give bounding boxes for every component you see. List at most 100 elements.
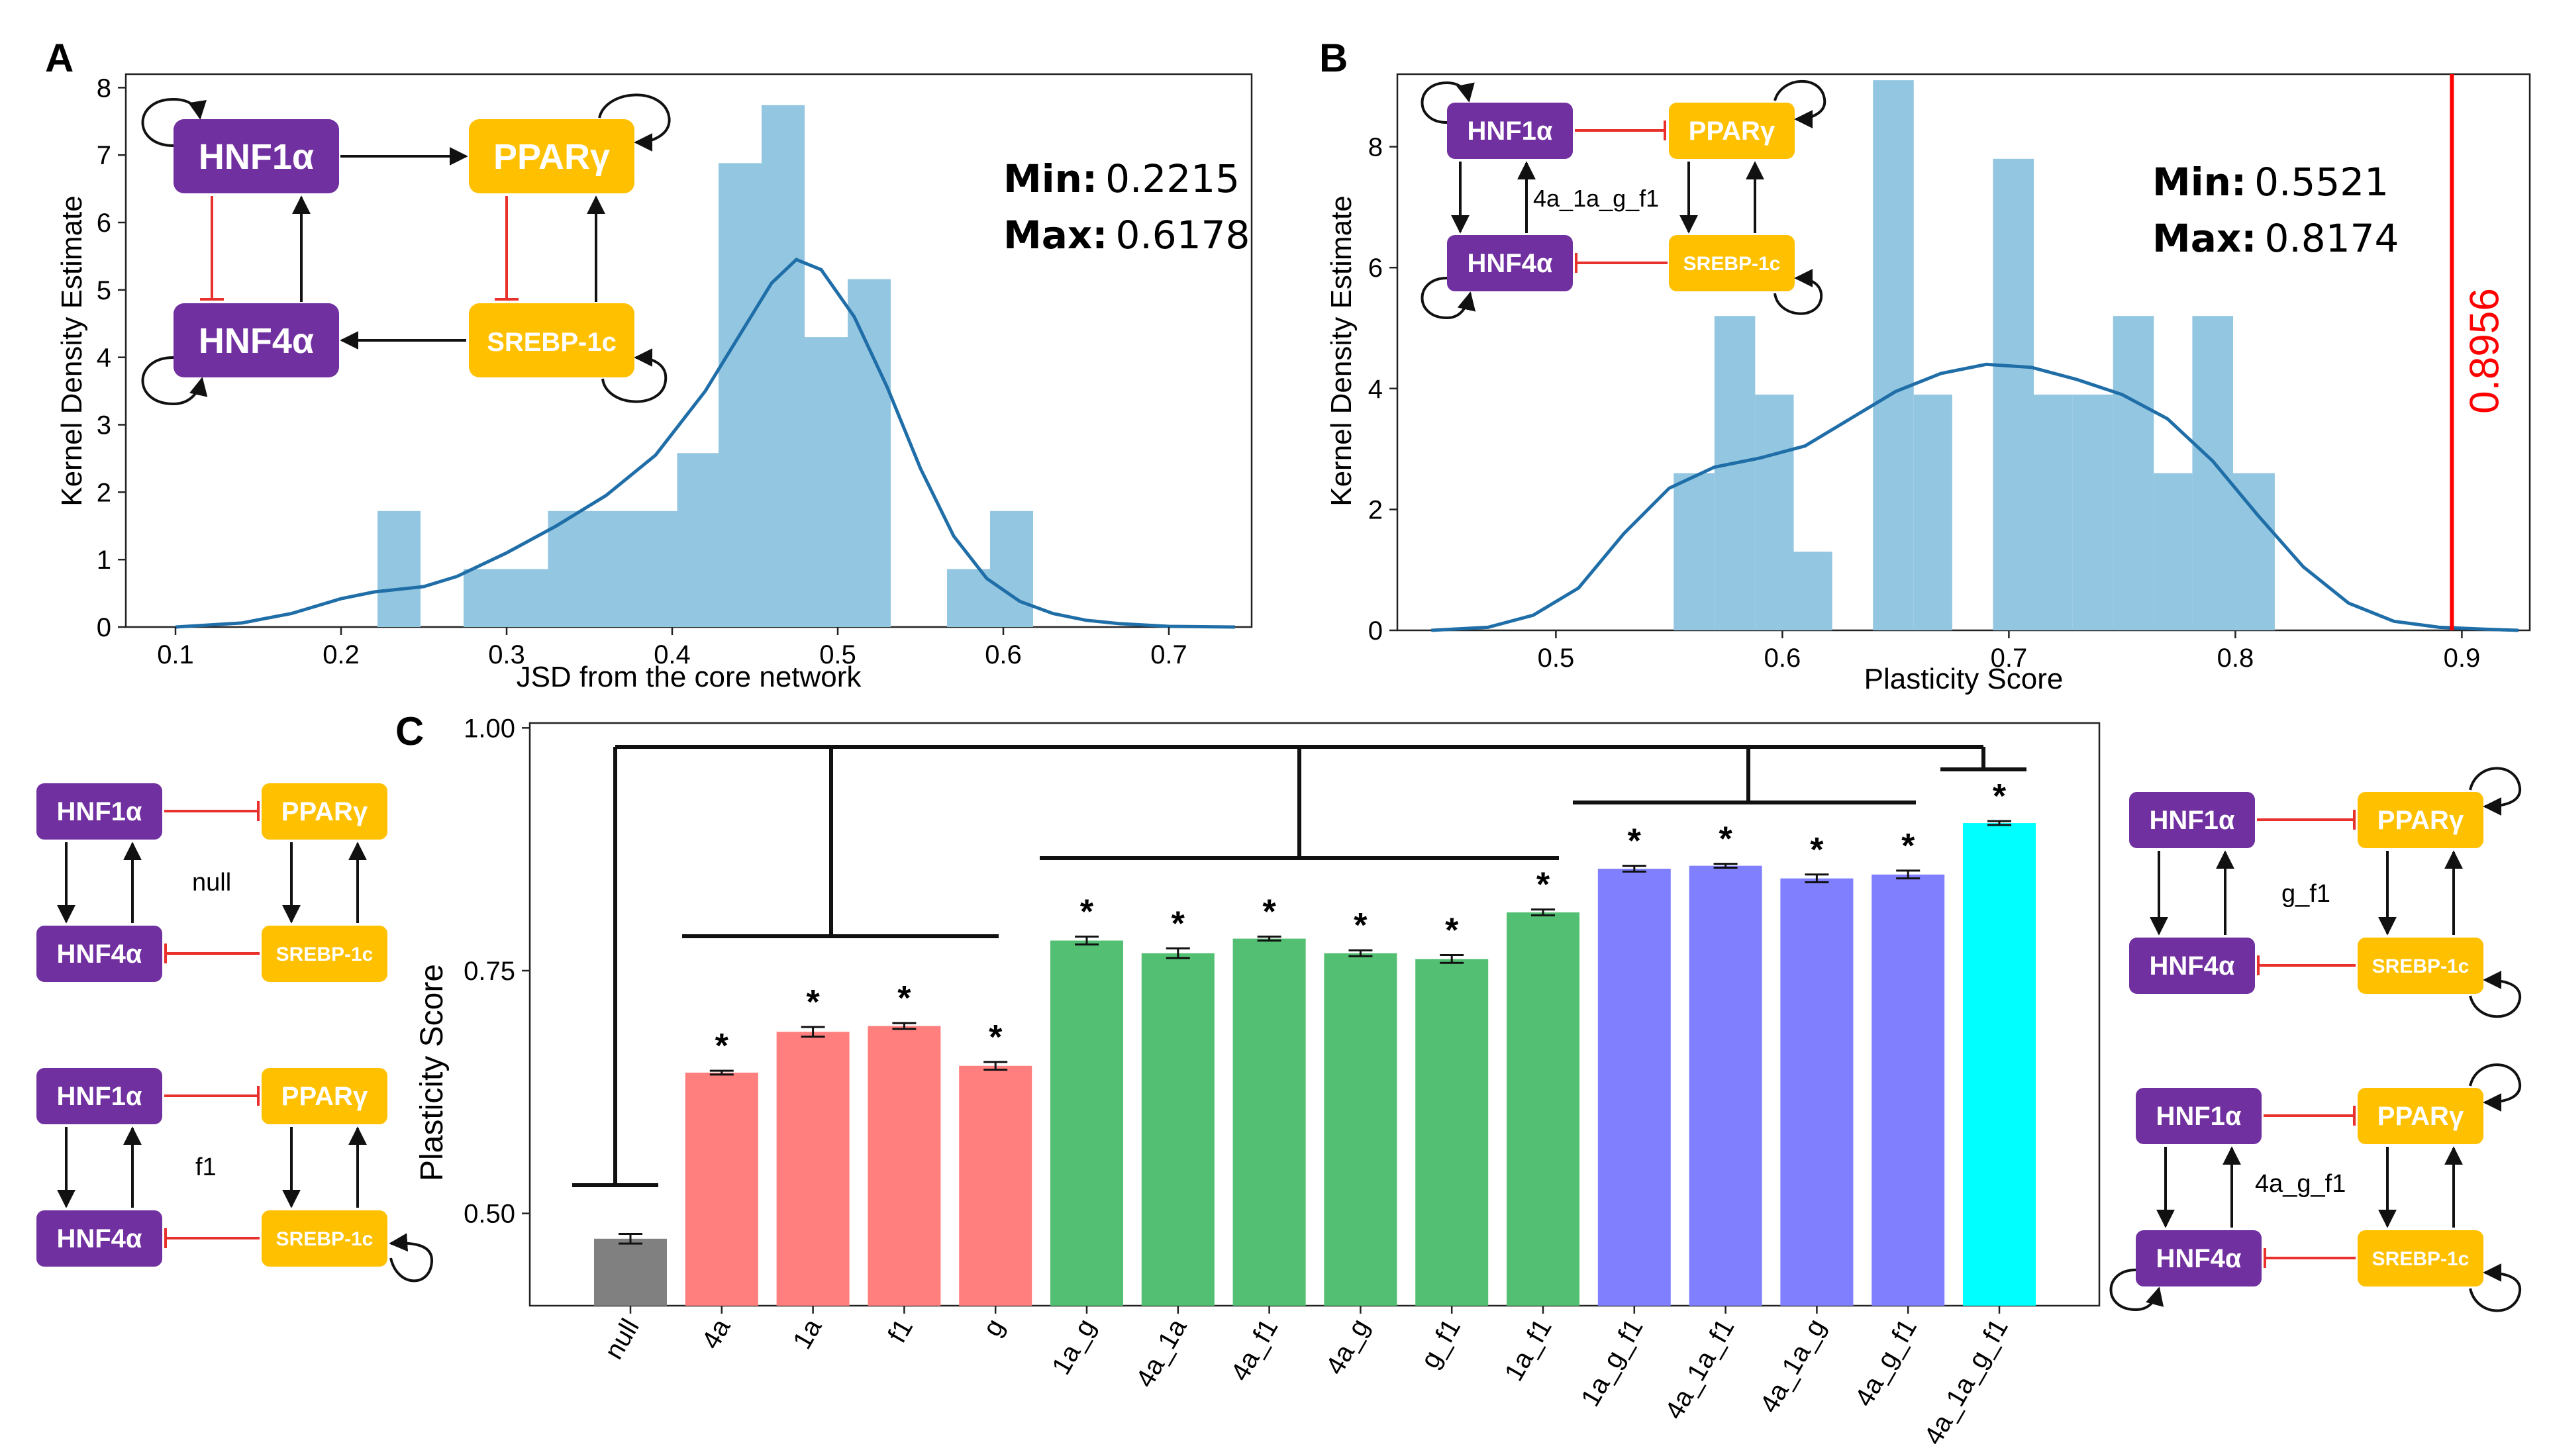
panel-a: A 0.1 0.2 0.3 0.4 0.5 0.6 0.7 0 1 2 3 4 5 6 7 8 JSD fr… — [45, 36, 1253, 693]
node-label-srebp-b: SREBP-1c — [1683, 253, 1781, 275]
node-label-hnf1a-4agf1: HNF1α — [2156, 1102, 2241, 1131]
x-tick-label-b-0: 0.5 — [1538, 644, 1575, 673]
x-tick-label-f1: f1 — [882, 1314, 919, 1348]
y-axis-ticks-b: 0 2 4 6 8 — [1368, 133, 1397, 646]
bracket-double — [1040, 747, 1559, 860]
x-axis-ticks-c: null 4a 1a f1 g 1a_g 4a_1a 4a_f1 4a_g g_f1 1a_f1 1a… — [599, 1306, 2014, 1450]
bar-4a_f1 — [1232, 938, 1306, 1306]
error-bar-4a_g — [1348, 949, 1373, 957]
x-tick-label-4a_f1: 4a_f1 — [1225, 1314, 1283, 1386]
bar-1a_f1 — [1507, 912, 1579, 1306]
node-ppar-a — [469, 119, 634, 193]
x-tick-label-a-0: 0.1 — [157, 640, 194, 669]
stat-max-value-a: 0.6178 — [1115, 213, 1250, 258]
hist-bin-b-4 — [1873, 80, 1914, 630]
hist-bin-a-4 — [591, 510, 634, 627]
bar-g — [959, 1065, 1032, 1306]
bar-4a_1a_f1 — [1689, 865, 1762, 1306]
x-tick-label-a-1: 0.2 — [323, 640, 360, 669]
hist-bin-a-5 — [634, 510, 677, 627]
sig-star-1a_g: * — [1080, 893, 1094, 932]
x-tick-label-b-2: 0.7 — [1991, 644, 2028, 673]
x-tick-label-4a_1a_g_f1: 4a_1a_g_f1 — [1919, 1314, 2014, 1450]
y-axis-label-a: Kernel Density Estimate — [56, 195, 88, 507]
y-axis-ticks-c: 0.50 0.75 1.00 — [464, 714, 530, 1229]
hist-bin-a-9 — [805, 337, 848, 627]
panel-label-b: B — [1319, 36, 1348, 80]
x-axis-label-b: Plasticity Score — [1864, 663, 2064, 695]
y-tick-label-a-8: 8 — [97, 73, 111, 103]
node-label-ppar-a: PPARγ — [493, 137, 610, 177]
bar-4a_g — [1324, 953, 1397, 1306]
self-loop-ppar-a — [598, 93, 671, 152]
x-tick-label-4a: 4a — [696, 1314, 736, 1354]
hist-bin-a-0 — [377, 510, 421, 627]
y-tick-label-a-2: 2 — [97, 478, 111, 507]
sig-star-4a_f1: * — [1262, 893, 1276, 932]
kde-curve-b — [1431, 362, 2519, 632]
network-diagram-4a-g-f1: HNF1α PPARγ HNF4α SREBP-1c 4a_g_f1 — [2109, 1063, 2522, 1312]
error-bar-1a_f1 — [1531, 908, 1555, 916]
self-loop-hnf1a-b — [1421, 81, 1475, 124]
x-tick-label-4a_1a: 4a_1a — [1130, 1314, 1193, 1392]
hist-bin-b-0 — [1674, 473, 1715, 630]
node-label-hnf4a-f1: HNF4α — [56, 1224, 142, 1253]
hist-bin-b-3 — [1793, 552, 1832, 630]
bar-4a_g_f1 — [1872, 874, 1945, 1306]
y-tick-label-b-2: 4 — [1368, 375, 1383, 404]
network-label-b: 4a_1a_g_f1 — [1533, 185, 1659, 212]
y-tick-label-b-1: 2 — [1368, 495, 1383, 524]
histogram-bins-b — [1674, 80, 2275, 631]
hist-bin-b-10 — [2154, 473, 2193, 630]
sig-star-4a_1a_g: * — [1810, 831, 1824, 869]
bar-1a_g — [1050, 940, 1123, 1306]
error-bar-4a_1a — [1166, 947, 1190, 959]
x-axis-ticks-b: 0.5 0.6 0.7 0.8 0.9 — [1538, 630, 2481, 673]
node-ppar-b — [1669, 103, 1795, 159]
error-bar-g_f1 — [1440, 954, 1464, 964]
node-hnf1a-b — [1447, 103, 1573, 159]
hist-bin-b-8 — [2072, 394, 2113, 630]
node-label-hnf1a-a: HNF1α — [199, 137, 314, 177]
stat-max-label-b: Max: — [2152, 216, 2256, 261]
node-label-hnf4a-a: HNF4α — [199, 321, 314, 361]
node-label-hnf1a-b: HNF1α — [1467, 117, 1552, 146]
y-tick-label-a-5: 5 — [97, 276, 111, 305]
error-bar-4a_1a_f1 — [1713, 863, 1738, 869]
histogram-bins-a — [377, 105, 1033, 628]
hist-bin-a-2 — [505, 569, 548, 627]
error-bars-c — [619, 820, 2011, 1245]
hist-bin-a-6 — [677, 453, 719, 627]
panel-c: C * * * * * * * * * * * * * * * null 4a 1a f1 g 1a_g 4a_1a 4a… — [36, 709, 2522, 1450]
stat-min-value-b: 0.5521 — [2254, 160, 2389, 205]
hist-bin-b-7 — [2034, 394, 2073, 630]
node-hnf4a-b — [1447, 235, 1573, 291]
x-tick-label-b-4: 0.9 — [2444, 644, 2481, 673]
node-label-srebp-null: SREBP-1c — [276, 944, 374, 965]
y-tick-label-c-1: 0.75 — [464, 957, 515, 986]
y-tick-label-a-1: 1 — [97, 546, 111, 575]
sig-star-g: * — [989, 1018, 1003, 1057]
error-bar-g — [983, 1061, 1008, 1071]
node-label-srebp-a: SREBP-1c — [487, 328, 617, 357]
error-bar-4a — [709, 1069, 734, 1076]
node-label-ppar-null: PPARγ — [281, 797, 368, 826]
stats-box-b: Min: 0.5521 Max: 0.8174 — [2152, 160, 2399, 261]
hist-bin-a-7 — [719, 163, 762, 628]
x-tick-label-g_f1: g_f1 — [1415, 1314, 1466, 1373]
x-tick-label-4a_1a_f1: 4a_1a_f1 — [1660, 1314, 1740, 1424]
hist-bin-b-9 — [2113, 316, 2154, 630]
svg-text:Min:0.2215: Min: 0.2215 — [1003, 156, 1240, 201]
sig-star-4a_1a_f1: * — [1719, 820, 1732, 859]
hist-bin-b-11 — [2192, 316, 2233, 630]
hist-bin-a-11 — [947, 569, 990, 627]
node-label-hnf4a-b: HNF4α — [1467, 249, 1552, 278]
y-tick-label-a-7: 7 — [97, 141, 111, 170]
error-bar-1a — [801, 1026, 825, 1038]
network-label-f1: f1 — [195, 1153, 217, 1181]
comparison-brackets — [572, 745, 2026, 1187]
threshold-label-b: 0.8956 — [2462, 288, 2507, 414]
hist-bin-a-10 — [848, 279, 891, 627]
sig-star-1a_g_f1: * — [1628, 822, 1642, 861]
